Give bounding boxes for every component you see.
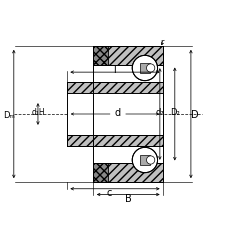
Text: d₂: d₂ bbox=[155, 107, 164, 116]
Text: D: D bbox=[190, 109, 198, 120]
Circle shape bbox=[132, 148, 157, 173]
Circle shape bbox=[146, 65, 154, 73]
Polygon shape bbox=[93, 164, 108, 182]
Circle shape bbox=[132, 56, 157, 81]
Polygon shape bbox=[66, 135, 163, 147]
Polygon shape bbox=[93, 47, 163, 65]
Text: d: d bbox=[114, 107, 120, 117]
Text: B: B bbox=[124, 193, 131, 203]
Text: Dₘ: Dₘ bbox=[3, 110, 15, 119]
Polygon shape bbox=[139, 155, 149, 165]
Circle shape bbox=[146, 156, 154, 164]
Polygon shape bbox=[139, 64, 149, 74]
Text: l: l bbox=[113, 65, 116, 75]
Text: r: r bbox=[160, 37, 163, 46]
Text: d₁H: d₁H bbox=[31, 107, 45, 116]
Text: c: c bbox=[106, 187, 112, 197]
Text: D₂: D₂ bbox=[170, 107, 179, 116]
Polygon shape bbox=[93, 47, 108, 65]
Polygon shape bbox=[66, 82, 163, 94]
Polygon shape bbox=[93, 164, 163, 182]
Polygon shape bbox=[66, 94, 163, 135]
